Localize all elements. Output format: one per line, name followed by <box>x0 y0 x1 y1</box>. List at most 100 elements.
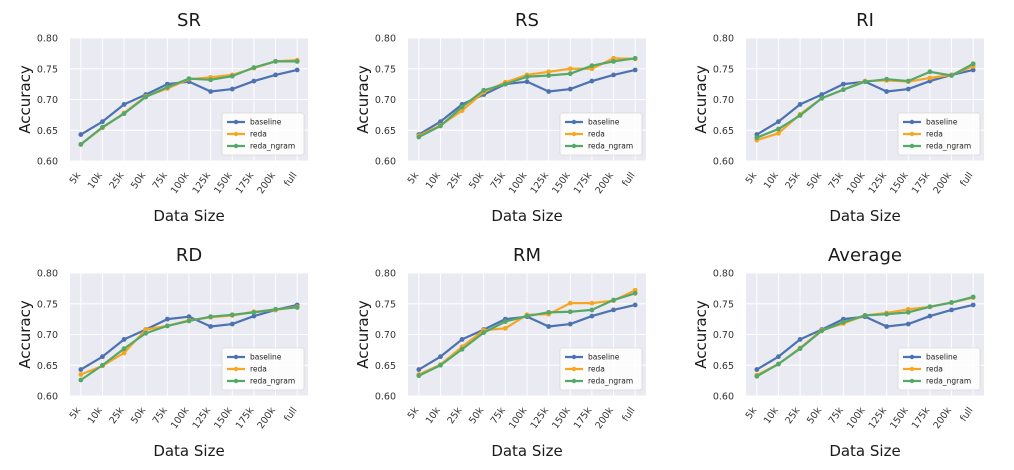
data-point-reda-ngram <box>927 304 933 310</box>
x-tick-label: 25k <box>783 405 802 426</box>
data-point-reda <box>927 75 933 81</box>
y-tick-label: 0.65 <box>713 361 734 372</box>
data-point-reda-ngram <box>840 87 846 93</box>
x-tick-label: 175k <box>910 405 933 431</box>
x-tick-label: 25k <box>445 170 464 191</box>
x-tick-label: full <box>620 405 637 423</box>
data-point-reda-ngram <box>611 297 616 303</box>
x-tick-label: 50k <box>805 170 824 191</box>
data-point-reda-ngram <box>100 362 105 368</box>
x-tick-label: 5k <box>406 170 422 186</box>
chart-title: SR <box>177 10 201 31</box>
legend-marker <box>233 131 239 137</box>
y-tick-label: 0.60 <box>713 157 734 168</box>
data-point-reda-ngram <box>905 309 911 315</box>
x-tick-label: 125k <box>529 170 552 196</box>
chart-title: RD <box>176 245 202 266</box>
data-point-baseline <box>78 367 84 372</box>
data-point-baseline <box>546 89 552 94</box>
x-tick-label: 150k <box>212 405 235 431</box>
y-tick-label: 0.70 <box>375 95 396 106</box>
data-point-reda-ngram <box>797 113 803 118</box>
data-point-baseline <box>884 89 890 94</box>
data-point-reda-ngram <box>416 373 422 379</box>
chart-panel-average: Average 0.60 0.65 0.70 0.75 0.80 5k 10k 25k 50k 75… <box>676 235 1014 470</box>
y-tick-label: 0.75 <box>37 299 58 310</box>
data-point-reda-ngram <box>121 111 127 117</box>
x-tick-label: 200k <box>255 170 278 196</box>
y-tick-label: 0.70 <box>713 330 734 341</box>
x-tick-label: 50k <box>467 170 486 191</box>
legend-label: reda <box>250 365 267 374</box>
x-tick-label: full <box>282 170 299 188</box>
x-tick-label: 200k <box>931 170 954 196</box>
data-point-baseline <box>632 302 638 308</box>
x-tick-label: 5k <box>406 405 422 421</box>
data-point-baseline <box>927 313 933 319</box>
data-point-reda-ngram <box>251 309 257 315</box>
legend-marker <box>571 119 577 125</box>
legend-label: reda <box>926 130 943 139</box>
data-point-reda-ngram <box>208 314 214 320</box>
data-point-baseline <box>229 321 235 327</box>
y-tick-label: 0.70 <box>37 95 58 106</box>
y-tick-label: 0.75 <box>375 299 396 310</box>
chart-title: RS <box>515 10 539 31</box>
data-point-baseline <box>294 67 300 73</box>
y-tick-label: 0.65 <box>375 126 396 137</box>
x-tick-label: 75k <box>151 405 170 426</box>
x-tick-label: 150k <box>212 170 235 196</box>
data-point-baseline <box>208 324 214 329</box>
data-point-reda <box>589 300 595 306</box>
data-point-reda-ngram <box>970 61 976 67</box>
x-tick-label: 125k <box>529 405 552 431</box>
data-point-reda-ngram <box>905 78 911 84</box>
x-tick-label: 200k <box>593 170 616 196</box>
y-tick-label: 0.65 <box>37 361 58 372</box>
x-tick-label: 100k <box>845 405 868 431</box>
chart-svg: RI 0.60 0.65 0.70 0.75 0.80 5k 10k 25k 50k 75k 100k… <box>692 10 984 225</box>
data-point-reda <box>502 325 508 331</box>
x-axis-label: Data Size <box>829 442 900 460</box>
legend-label: reda <box>926 365 943 374</box>
legend-label: reda <box>588 365 605 374</box>
x-tick-label: 100k <box>169 170 192 196</box>
legend <box>221 347 305 391</box>
data-point-baseline <box>589 313 595 319</box>
data-point-reda-ngram <box>481 87 487 93</box>
y-tick-label: 0.65 <box>375 361 396 372</box>
data-point-baseline <box>754 367 760 372</box>
data-point-reda-ngram <box>78 377 84 383</box>
data-point-reda-ngram <box>611 58 616 64</box>
data-point-reda-ngram <box>776 126 781 132</box>
legend-label: reda_ngram <box>926 142 971 151</box>
y-tick-label: 0.80 <box>713 269 734 280</box>
data-point-reda-ngram <box>776 361 781 367</box>
x-tick-label: 25k <box>107 405 126 426</box>
y-tick-label: 0.60 <box>37 157 58 168</box>
data-point-baseline <box>459 337 465 342</box>
data-point-reda-ngram <box>949 300 954 305</box>
data-point-reda-ngram <box>164 323 170 329</box>
legend-label: reda_ngram <box>250 377 295 386</box>
data-point-baseline <box>251 313 257 319</box>
data-point-baseline <box>100 119 105 125</box>
data-point-baseline <box>567 86 573 92</box>
data-point-reda-ngram <box>502 319 508 324</box>
data-point-reda-ngram <box>481 330 487 336</box>
x-tick-label: 100k <box>169 405 192 431</box>
x-tick-label: 5k <box>744 405 760 421</box>
x-tick-label: full <box>282 405 299 423</box>
data-point-baseline <box>970 302 976 308</box>
data-point-baseline <box>416 367 422 372</box>
data-point-baseline <box>164 316 170 322</box>
y-tick-label: 0.60 <box>375 392 396 403</box>
x-axis-label: Data Size <box>491 442 562 460</box>
x-tick-label: 25k <box>107 170 126 191</box>
data-point-reda-ngram <box>589 63 595 69</box>
data-point-baseline <box>884 324 890 329</box>
x-tick-label: 200k <box>931 405 954 431</box>
y-tick-label: 0.70 <box>375 330 396 341</box>
legend-marker <box>909 366 915 372</box>
data-point-baseline <box>949 307 954 313</box>
